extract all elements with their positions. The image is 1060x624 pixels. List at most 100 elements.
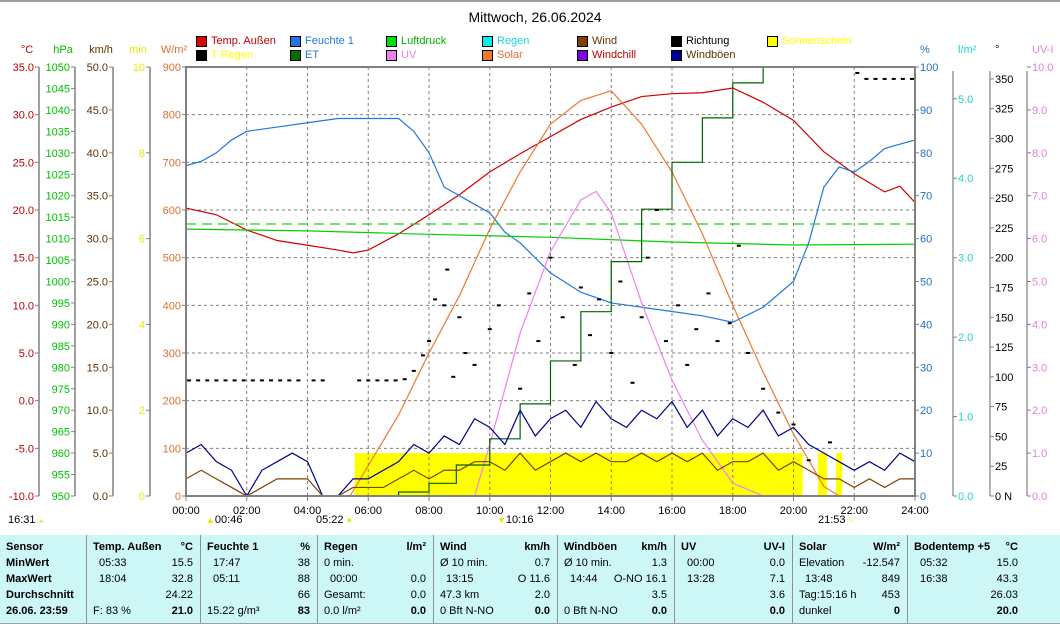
axis-tick-label: 0 [139,491,145,503]
legend-label: T Regen [211,49,253,61]
table-cell-label: 05:11 [213,573,240,585]
axis-tick-label: 200 [163,396,181,408]
table-cell-value: 21.0 [171,605,193,617]
sunrise-icon: ● [346,515,353,525]
table-cell-value: 0.0 [410,605,426,617]
direction-point [250,379,255,382]
legend-label: Feuchte 1 [305,35,354,47]
temp-au-en-line [185,87,916,254]
table-cell-value: 66 [297,589,310,601]
axis-tick-label: 7.0 [1032,191,1047,203]
x-tick-label: 00:00 [172,505,200,517]
legend-swatch [290,35,301,47]
axis-tick-label: 3.0 [1032,362,1047,374]
direction-point [457,316,462,319]
legend-item: Feuchte 1 [290,35,354,47]
table-cell-value: 7.1 [769,573,785,585]
table-column-header: Temp. Außen [93,541,162,553]
direction-point [587,334,592,337]
legend-swatch [196,35,207,47]
wind-line [185,452,915,497]
table-column: Regen l/m² 0 min. 00:00 0.0 Gesamt: 0.0 0.0 l/m… [317,535,433,623]
direction-point [630,381,635,384]
direction-point [241,379,246,382]
axis-tick-label: 960 [52,448,70,460]
axis-tick-label: 25.0 [87,277,108,289]
table-column: Temp. Außen °C 05:33 15.5 18:04 32.8 24.22 F: 8… [86,535,200,623]
x-tick-label: 10:00 [476,505,504,517]
axis-tick-label: 2.0 [1032,405,1047,417]
axis-tick-label: 10.0 [13,300,34,312]
axis-tick-label: 10.0 [1032,62,1053,74]
axis-tick-label: -10.0 [9,491,34,503]
direction-point [791,423,796,426]
legend-label: Sonnenschein [782,35,852,47]
axis-tick-label: 2.0 [958,332,973,344]
axis-unit-label: ° [995,44,999,56]
direction-point [694,328,699,331]
legend-item: Solar [482,49,523,61]
axis-tick-label: 4.0 [1032,319,1047,331]
table-cell-value: 2.0 [534,589,550,601]
axis-tick-label: 75 [995,402,1007,414]
table-column-header: Regen [324,541,358,553]
axis-tick-label: 0 [920,491,926,503]
legend-label: UV [401,49,417,61]
axis-tick-label: 985 [52,341,70,353]
axis-tick-label: 8 [139,148,145,160]
axis-tick-label: 30.0 [87,234,108,246]
axis-unit-label: W/m² [161,44,188,56]
sun-event-time: 05:22 [316,514,344,526]
direction-point [463,352,468,354]
axis-tick-label: 800 [163,110,181,122]
direction-point [384,379,389,382]
axis-tick-label: 25 [995,461,1007,473]
legend-swatch [196,49,207,61]
table-column: Feuchte 1% 17:47 38 05:11 88 66 15.22 g/m³ 83 [200,535,317,623]
table-column-unit: °C [180,541,193,553]
axis-tick-label: 975 [52,384,70,396]
direction-point [269,379,274,382]
table-column-header: Bodentemp +5 [914,541,991,553]
axis-tick-label: 1030 [46,148,70,160]
direction-point [715,340,720,343]
axis-tick-label: 990 [52,319,70,331]
table-column-unit: km/h [524,541,550,553]
axis-tick-label: 40 [920,319,932,331]
axis-tick-label: 250 [995,193,1013,205]
axis-tick-label: 600 [163,205,181,217]
direction-point [214,379,219,382]
x-tick-label: 08:00 [415,505,443,517]
table-column: UV UV-I 00:00 0.0 13:28 7.1 3.6 0.0 [674,535,792,623]
chart-title: Mittwoch, 26.06.2024 [468,9,602,25]
legend-item: Wind [577,35,617,47]
table-cell-value: 0.0 [769,557,785,569]
x-tick-label: 02:00 [233,505,261,517]
table-cell-value: 26.03 [990,589,1018,601]
direction-point [187,379,192,382]
direction-point [761,387,766,390]
axis-tick-label: 1045 [46,83,70,95]
direction-point [685,363,690,366]
table-cell-value: 1.3 [651,557,667,569]
table-cell-value: 0 [893,605,900,617]
table-cell-value: O-NO 16.1 [613,573,667,585]
legend-label: Wind [592,35,618,47]
axis-tick-label: 15.0 [87,362,108,374]
table-row-label: 26.06. 23:59 [6,605,68,617]
direction-point [287,379,292,382]
legend-label: Solar [497,49,523,61]
table-cell-label: Tag:15:16 h [799,589,857,601]
table-column-unit: l/m² [406,541,426,553]
axis-unit-label: °C [21,44,33,56]
legend-item: Windchill [577,49,636,61]
direction-point [278,379,283,382]
table-cell-label: 05:32 [920,557,948,569]
direction-point [597,298,602,301]
legend-swatch [767,35,778,47]
direction-point [223,379,228,382]
sunshine-bar [836,453,843,496]
table-cell-label: 00:00 [687,557,715,569]
axis-tick-label: 1.0 [1032,448,1047,460]
direction-point [806,459,811,462]
